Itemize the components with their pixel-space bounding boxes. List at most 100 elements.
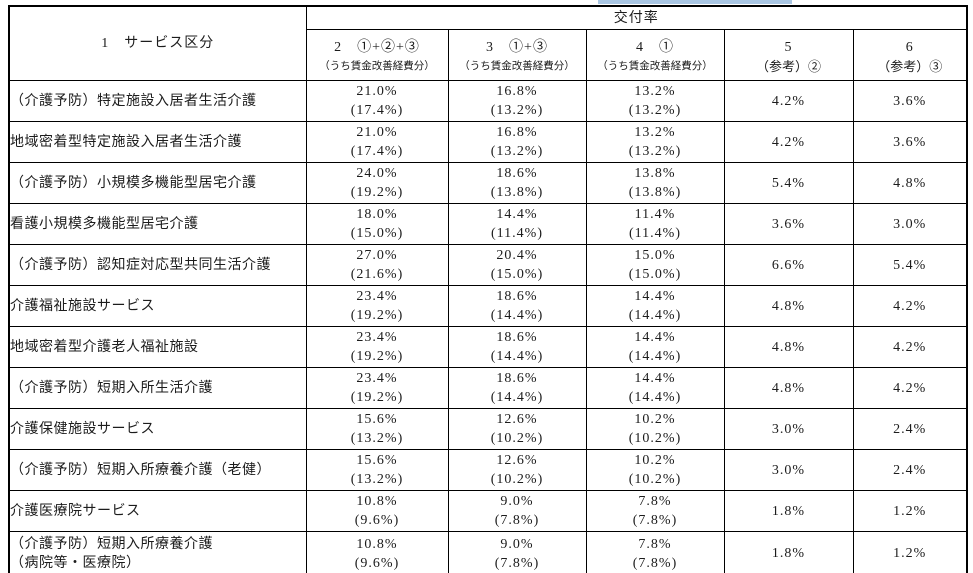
column-header-label: 4 ① <box>636 39 674 55</box>
service-name-line: （介護予防）短期入所生活介護 <box>10 380 213 396</box>
service-name-line: （介護予防）小規模多機能型居宅介護 <box>10 175 257 191</box>
rate-cell: 20.4% (15.0%) <box>447 244 587 286</box>
rate-wage-improvement-value: (9.6%) <box>354 513 400 528</box>
rate-wage-improvement-value: (14.4%) <box>628 308 682 323</box>
service-name-line: （介護予防）短期入所療養介護（老健） <box>10 462 271 478</box>
rate-value: 21.0% <box>356 125 398 140</box>
table-row: 看護小規模多機能型居宅介護 18.0% (15.0%) 14.4% (11.4%) 11.… <box>8 203 968 245</box>
grant-rate-table: 1 サービス区分 交付率 2 ①+②+③ （うち賃金改善経費分） 3 ①+③ （うち賃… <box>8 5 969 573</box>
rate-cell: 21.0% (17.4%) <box>305 80 449 122</box>
rate-cell: 15.6% (13.2%) <box>305 449 449 491</box>
rate-wage-improvement-value: (10.2%) <box>490 431 544 446</box>
rate-cell: 10.2% (10.2%) <box>585 449 725 491</box>
rate-value: 13.2% <box>634 84 676 99</box>
column-header-sublabel: （参考）③ <box>877 58 943 74</box>
rate-wage-improvement-value: (7.8%) <box>632 555 678 571</box>
reference-rate-cell: 4.8% <box>852 162 968 204</box>
table-row: （介護予防）短期入所生活介護 23.4% (19.2%) 18.6% (14.4%) 14… <box>8 367 968 409</box>
rate-cell: 18.6% (14.4%) <box>447 367 587 409</box>
rate-cell: 14.4% (14.4%) <box>585 326 725 368</box>
rate-wage-improvement-value: (11.4%) <box>491 226 543 241</box>
rate-value: 12.6% <box>496 412 538 427</box>
service-name-line: 看護小規模多機能型居宅介護 <box>10 216 199 232</box>
table-row: 介護保健施設サービス 15.6% (13.2%) 12.6% (10.2%) 10.2% (… <box>8 408 968 450</box>
rate-wage-improvement-value: (13.8%) <box>490 185 544 200</box>
service-name: （介護予防）短期入所療養介護（老健） <box>8 449 307 491</box>
table-row: （介護予防）短期入所療養介護 （病院等・医療院） 10.8% (9.6%) 9.0% (7… <box>8 531 968 573</box>
rate-wage-improvement-value: (14.4%) <box>490 308 544 323</box>
rate-wage-improvement-value: (13.2%) <box>350 431 404 446</box>
column-header-row: 2 ①+②+③ （うち賃金改善経費分） 3 ①+③ （うち賃金改善経費分） 4 ① （うち… <box>9 29 968 81</box>
column-header-label: 5 <box>784 39 793 55</box>
column-header-label: 2 ①+②+③ <box>334 39 420 55</box>
rate-cell: 13.2% (13.2%) <box>585 80 725 122</box>
rate-cell: 7.8% (7.8%) <box>585 531 725 573</box>
service-name: 地域密着型介護老人福祉施設 <box>8 326 307 368</box>
rate-cell: 18.0% (15.0%) <box>305 203 449 245</box>
rate-wage-improvement-value: (14.4%) <box>490 349 544 364</box>
service-name-line: （介護予防）短期入所療養介護 <box>10 536 213 552</box>
rate-wage-improvement-value: (15.0%) <box>490 267 544 282</box>
service-name-line: 介護保健施設サービス <box>10 421 155 437</box>
rate-cell: 7.8% (7.8%) <box>585 490 725 532</box>
service-name: （介護予防）特定施設入居者生活介護 <box>8 80 307 122</box>
grant-rate-group-header: 交付率 <box>305 5 968 30</box>
rate-value: 10.2% <box>634 412 676 427</box>
rate-wage-improvement-value: (14.4%) <box>628 349 682 364</box>
table-row: （介護予防）認知症対応型共同生活介護 27.0% (21.6%) 20.4% (15.0… <box>8 244 968 286</box>
rate-value: 15.0% <box>634 248 676 263</box>
rate-wage-improvement-value: (10.2%) <box>628 431 682 446</box>
rate-value: 20.4% <box>496 248 538 263</box>
rate-cell: 21.0% (17.4%) <box>305 121 449 163</box>
table-row: （介護予防）特定施設入居者生活介護 21.0% (17.4%) 16.8% (13.2%… <box>8 80 968 122</box>
reference-rate-cell: 3.0% <box>723 449 854 491</box>
rate-cell: 16.8% (13.2%) <box>447 121 587 163</box>
service-name-line: （介護予防）特定施設入居者生活介護 <box>10 93 257 109</box>
reference-rate-cell: 1.8% <box>723 531 854 573</box>
rate-value: 14.4% <box>634 289 676 304</box>
column-header-sublabel: （うち賃金改善経費分） <box>319 60 435 72</box>
service-name-line: 介護医療院サービス <box>10 503 141 519</box>
reference-rate-cell: 3.6% <box>723 203 854 245</box>
rate-value: 24.0% <box>356 166 398 181</box>
reference-rate-cell: 4.2% <box>852 285 968 327</box>
rate-value: 21.0% <box>356 84 398 99</box>
table-row: 介護福祉施設サービス 23.4% (19.2%) 18.6% (14.4%) 14.4% (… <box>8 285 968 327</box>
table-row: 地域密着型介護老人福祉施設 23.4% (19.2%) 18.6% (14.4%) 14.… <box>8 326 968 368</box>
rate-wage-improvement-value: (7.8%) <box>494 513 540 528</box>
reference-rate-cell: 3.6% <box>852 80 968 122</box>
reference-rate-cell: 4.2% <box>852 326 968 368</box>
rate-value: 11.4% <box>634 207 676 222</box>
service-column-header: 1 サービス区分 <box>8 5 307 81</box>
column-header-label: 3 ①+③ <box>486 39 548 55</box>
rate-wage-improvement-value: (7.8%) <box>632 513 678 528</box>
reference-rate-cell: 4.2% <box>723 80 854 122</box>
reference-rate-cell: 2.4% <box>852 408 968 450</box>
service-name: （介護予防）短期入所生活介護 <box>8 367 307 409</box>
rate-wage-improvement-value: (14.4%) <box>490 390 544 405</box>
rate-cell: 27.0% (21.6%) <box>305 244 449 286</box>
rate-value: 10.8% <box>356 494 398 509</box>
rate-wage-improvement-value: (9.6%) <box>354 555 400 571</box>
selection-highlight-fragment <box>598 0 792 4</box>
reference-rate-cell: 4.2% <box>723 121 854 163</box>
rate-cell: 12.6% (10.2%) <box>447 408 587 450</box>
rate-wage-improvement-value: (15.0%) <box>628 267 682 282</box>
rate-cell: 9.0% (7.8%) <box>447 490 587 532</box>
column-header: 5 （参考）② <box>723 29 854 81</box>
rate-cell: 14.4% (14.4%) <box>585 367 725 409</box>
reference-rate-cell: 1.2% <box>852 531 968 573</box>
column-header: 3 ①+③ （うち賃金改善経費分） <box>447 29 587 81</box>
rate-cell: 23.4% (19.2%) <box>305 285 449 327</box>
rate-value: 23.4% <box>356 289 398 304</box>
reference-rate-cell: 4.8% <box>723 326 854 368</box>
reference-rate-cell: 1.2% <box>852 490 968 532</box>
rate-value: 14.4% <box>634 371 676 386</box>
service-name: （介護予防）短期入所療養介護 （病院等・医療院） <box>8 531 307 573</box>
rate-wage-improvement-value: (13.2%) <box>490 144 544 159</box>
service-name: 介護福祉施設サービス <box>8 285 307 327</box>
rate-value: 7.8% <box>638 536 672 552</box>
reference-rate-cell: 2.4% <box>852 449 968 491</box>
rate-value: 27.0% <box>356 248 398 263</box>
rate-value: 16.8% <box>496 84 538 99</box>
